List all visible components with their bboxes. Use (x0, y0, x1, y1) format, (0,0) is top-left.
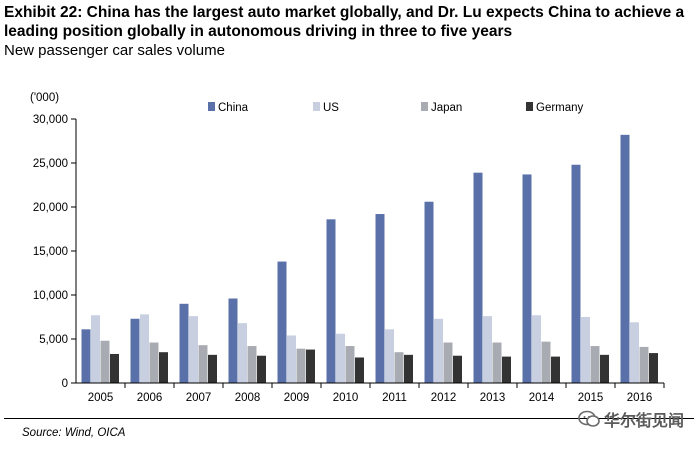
bar-japan-2011 (394, 352, 404, 383)
source-note: Source: Wind, OICA (22, 427, 126, 439)
wechat-icon (578, 410, 600, 427)
chart-subtitle: New passenger car sales volume (4, 42, 225, 59)
bar-japan-2013 (492, 342, 502, 383)
legend: China US Japan Germany (208, 102, 584, 114)
y-tick-label: 20,000 (33, 202, 68, 214)
bar-china-2007 (179, 303, 189, 383)
bar-china-2012 (424, 201, 434, 383)
bar-us-2016 (630, 322, 639, 383)
x-tick-label: 2008 (235, 392, 261, 404)
bar-germany-2007 (208, 354, 217, 383)
bar-japan-2010 (345, 346, 355, 383)
x-tick-label: 2006 (137, 392, 163, 404)
x-tick-label: 2014 (529, 392, 555, 404)
bar-germany-2012 (453, 355, 462, 383)
bar-japan-2009 (296, 348, 306, 383)
x-tick-label: 2007 (186, 392, 212, 404)
bar-us-2012 (434, 318, 443, 383)
legend-swatch-us (313, 102, 320, 111)
y-tick-label: 10,000 (33, 290, 68, 302)
bar-japan-2016 (639, 346, 649, 383)
bar-japan-2015 (590, 346, 600, 383)
legend-swatch-germany (526, 102, 533, 111)
bar-germany-2015 (600, 354, 609, 383)
x-tick-label: 2005 (88, 392, 114, 404)
y-tick-label: 30,000 (33, 114, 68, 126)
footer-divider (4, 418, 694, 419)
bar-japan-2007 (198, 345, 208, 383)
legend-label-us: US (323, 102, 339, 114)
bar-us-2010 (336, 333, 345, 383)
bar-us-2015 (581, 317, 590, 383)
bar-china-2011 (375, 214, 385, 383)
legend-swatch-china (208, 102, 215, 111)
bar-us-2005 (91, 315, 100, 383)
bar-china-2009 (277, 261, 287, 383)
bar-germany-2013 (502, 356, 511, 383)
bar-us-2011 (385, 329, 394, 383)
bar-china-2015 (571, 164, 581, 383)
legend-label-china: China (218, 102, 249, 114)
bar-china-2014 (522, 174, 532, 383)
y-axis-unit-label: ('000) (30, 92, 59, 104)
bar-china-2010 (326, 219, 336, 383)
x-tick-label: 2009 (284, 392, 310, 404)
bar-germany-2011 (404, 354, 413, 383)
bar-china-2013 (473, 172, 483, 383)
bar-us-2006 (140, 314, 149, 383)
bar-china-2006 (130, 318, 140, 383)
bar-us-2013 (483, 316, 492, 383)
bar-us-2009 (287, 335, 296, 383)
legend-swatch-japan (421, 102, 428, 111)
bar-germany-2016 (649, 353, 658, 383)
bar-japan-2012 (443, 342, 453, 383)
legend-label-germany: Germany (536, 102, 584, 114)
y-tick-label: 5,000 (39, 334, 68, 346)
bar-germany-2009 (306, 349, 315, 383)
bar-us-2008 (238, 323, 247, 383)
x-tick-label: 2016 (627, 392, 653, 404)
x-tick-label: 2011 (382, 392, 407, 404)
bar-germany-2014 (551, 356, 560, 383)
x-tick-label: 2012 (431, 392, 457, 404)
bar-layer (81, 134, 658, 383)
bar-china-2008 (228, 298, 238, 383)
y-tick-label: 25,000 (33, 158, 68, 170)
bar-china-2016 (620, 134, 630, 383)
legend-label-japan: Japan (431, 102, 462, 114)
axis-layer: 0 5,000 10,000 15,000 20,000 25,000 30,000 2005… (33, 114, 665, 404)
watermark-text: 华尔街见闻 (603, 413, 684, 430)
bar-germany-2005 (110, 353, 119, 383)
x-tick-label: 2013 (480, 392, 506, 404)
bar-japan-2014 (541, 341, 551, 383)
x-tick-label: 2010 (333, 392, 359, 404)
x-tick-label: 2015 (578, 392, 604, 404)
bar-japan-2008 (247, 346, 257, 383)
exhibit-title: Exhibit 22: China has the largest auto m… (4, 4, 685, 40)
bar-us-2007 (189, 316, 198, 383)
bar-japan-2006 (149, 342, 159, 383)
bar-us-2014 (532, 315, 541, 383)
bar-japan-2005 (100, 340, 110, 383)
y-tick-label: 0 (62, 378, 68, 390)
watermark: 华尔街见闻 (578, 407, 684, 431)
bar-germany-2010 (355, 357, 364, 383)
bar-china-2005 (81, 329, 91, 383)
y-tick-label: 15,000 (33, 246, 68, 258)
bar-germany-2006 (159, 352, 168, 383)
bar-germany-2008 (257, 355, 266, 383)
